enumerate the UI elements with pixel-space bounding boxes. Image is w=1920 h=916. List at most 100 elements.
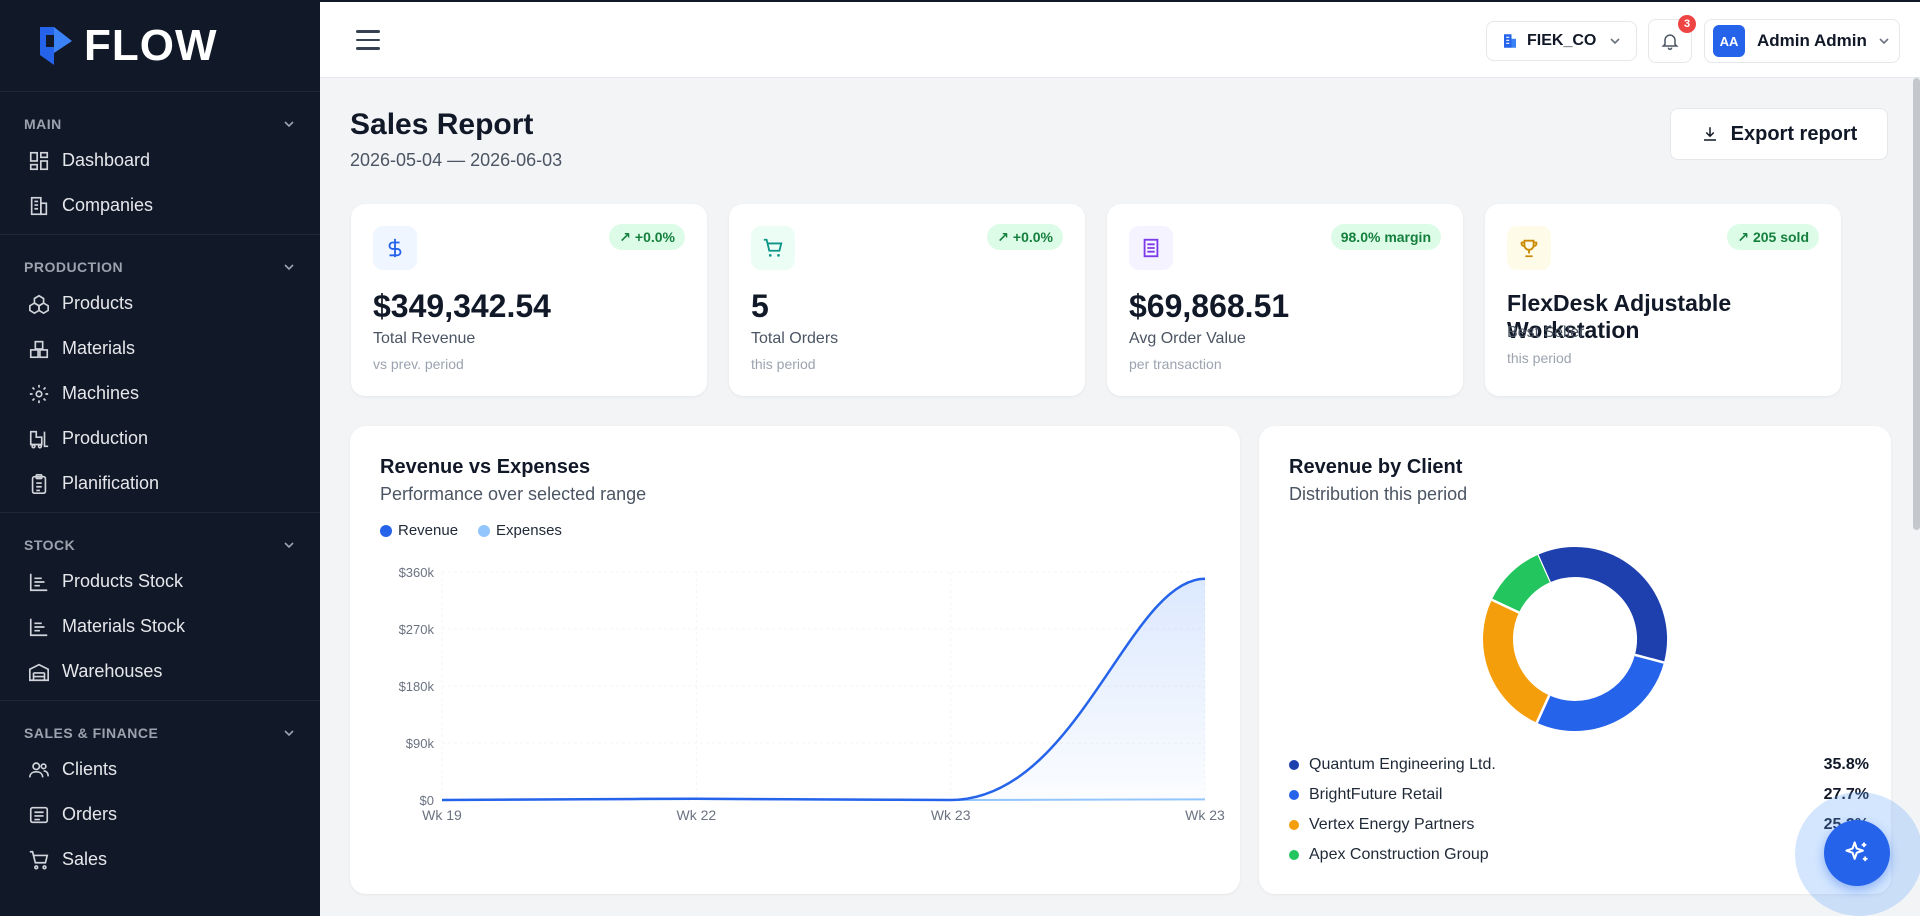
gear-icon [29, 384, 49, 403]
trend-badge: ↗ +0.0% [987, 224, 1063, 250]
revenue-by-client-chart [1483, 547, 1667, 731]
chevron-down-icon [284, 542, 294, 549]
building-icon [30, 196, 48, 215]
pie-slice[interactable] [1483, 599, 1550, 723]
ai-assistant-button[interactable] [1824, 820, 1890, 886]
dollar-icon [373, 226, 417, 270]
pie-slice[interactable] [1537, 547, 1667, 663]
sidebar-item-materials[interactable]: Materials [0, 326, 320, 371]
chevron-down-icon [284, 730, 294, 737]
sidebar-item-materials-stock[interactable]: Materials Stock [0, 604, 320, 649]
stat-card-total-orders: ↗ +0.0% 5 Total Orders this period [729, 204, 1085, 396]
pie-slice[interactable] [1491, 554, 1551, 614]
sidebar-item-orders[interactable]: Orders [0, 792, 320, 837]
sidebar-item-label: Sales [62, 849, 108, 869]
sidebar-item-companies[interactable]: Companies [0, 183, 320, 228]
date-range: 2026-05-04 — 2026-06-03 [350, 150, 563, 170]
panel-title: Revenue vs Expenses [380, 456, 591, 478]
legend-swatch [380, 524, 392, 537]
sidebar-item-products[interactable]: Products [0, 281, 320, 326]
sidebar-item-sales[interactable]: Sales [0, 837, 320, 882]
revenue-expenses-panel: Revenue vs Expenses Performance over sel… [350, 426, 1240, 894]
export-report-button[interactable]: Export report [1670, 108, 1888, 160]
client-legend-row[interactable]: Quantum Engineering Ltd. 35.8% [1289, 756, 1869, 774]
stat-card-avg-order-value: 98.0% margin $69,868.51 Avg Order Value … [1107, 204, 1463, 396]
client-name: Quantum Engineering Ltd. [1309, 756, 1496, 773]
slice-separator [1491, 598, 1520, 614]
revenue-area [442, 578, 1205, 800]
export-label: Export report [1730, 122, 1858, 145]
legend-item-revenue[interactable]: Revenue [380, 522, 458, 539]
company-selector[interactable]: FIEK_CO [1486, 21, 1638, 61]
sidebar-item-label: Products [62, 293, 134, 313]
notifications-button[interactable]: 3 [1648, 15, 1696, 63]
section-title: SALES & FINANCE [24, 725, 159, 741]
y-tick-label: $90k [406, 736, 435, 751]
bar-chart-icon [29, 618, 48, 636]
legend-swatch [1289, 820, 1299, 830]
sidebar-item-clients[interactable]: Clients [0, 747, 320, 792]
stat-value: FlexDesk Adjustable Workstation [1507, 290, 1732, 343]
scrollbar[interactable] [1913, 78, 1920, 530]
legend-swatch [1289, 790, 1299, 800]
x-tick-label: Wk 22 [676, 807, 716, 823]
y-tick-label: $180k [399, 679, 435, 694]
sidebar-item-label: Materials Stock [62, 616, 186, 636]
y-tick-label: $360k [399, 565, 435, 580]
sidebar-item-production[interactable]: Production [0, 416, 320, 461]
sidebar-item-label: Machines [62, 383, 140, 403]
sidebar-item-machines[interactable]: Machines [0, 371, 320, 416]
user-name: Admin Admin [1757, 31, 1867, 50]
sidebar-item-label: Orders [62, 804, 118, 824]
nav-section-production: PRODUCTION Products Materials Machines P… [0, 253, 320, 513]
client-legend-row[interactable]: BrightFuture Retail 27.7% [1289, 786, 1869, 804]
client-legend-row[interactable]: Vertex Energy Partners25.2% [1289, 816, 1869, 834]
client-name: Apex Construction Group [1309, 846, 1489, 863]
section-header-stock[interactable]: STOCK [0, 531, 320, 559]
boxes-icon [29, 294, 49, 314]
panel-subtitle: Performance over selected range [380, 484, 647, 504]
sidebar-item-dashboard[interactable]: Dashboard [0, 138, 320, 183]
hamburger-menu-icon[interactable] [356, 30, 380, 50]
legend-swatch [1289, 850, 1299, 860]
avatar: AA [1713, 25, 1745, 57]
panel-subtitle: Distribution this period [1289, 484, 1468, 504]
sidebar-item-warehouses[interactable]: Warehouses [0, 649, 320, 694]
slice-separator [1634, 653, 1665, 664]
user-menu-button[interactable]: AA Admin Admin [1704, 19, 1900, 63]
chart-legend: Revenue Expenses [380, 522, 582, 539]
chevron-down-icon [284, 264, 294, 271]
section-header-sales-finance[interactable]: SALES & FINANCE [0, 719, 320, 747]
revenue-expenses-chart: $0 $90k $180k $270k $360k Wk 19 Wk 22 Wk 23 Wk 2… [399, 565, 1225, 823]
sidebar-item-label: Companies [62, 195, 154, 215]
client-legend-row[interactable]: Apex Construction Group11.3% [1289, 846, 1869, 864]
section-title: STOCK [24, 537, 76, 553]
client-name: Vertex Energy Partners [1309, 816, 1475, 833]
legend-item-expenses[interactable]: Expenses [478, 522, 562, 539]
users-icon [29, 761, 49, 777]
pie-slice[interactable] [1536, 654, 1664, 731]
legend-swatch [478, 524, 491, 537]
stat-sublabel: per transaction [1129, 356, 1222, 372]
cart-icon [29, 850, 49, 870]
section-header-main[interactable]: MAIN [0, 110, 320, 138]
sidebar-item-products-stock[interactable]: Products Stock [0, 559, 320, 604]
trophy-icon [1507, 226, 1551, 270]
sidebar-item-label: Materials [62, 338, 136, 358]
list-icon [29, 806, 49, 823]
page-title: Sales Report [350, 108, 534, 141]
x-tick-label: Wk 19 [422, 807, 462, 823]
section-header-production[interactable]: PRODUCTION [0, 253, 320, 281]
sold-badge: ↗ 205 sold [1727, 224, 1819, 250]
cart-icon [751, 226, 795, 270]
revenue-by-client-panel: Revenue by Client Distribution this peri… [1259, 426, 1891, 894]
stat-card-total-revenue: ↗ +0.0% $349,342.54 Total Revenue vs pre… [351, 204, 707, 396]
building-icon [1504, 34, 1516, 48]
warehouse-icon [29, 663, 49, 681]
stat-label: Total Revenue [373, 330, 476, 347]
brand[interactable]: FLOW [0, 0, 320, 92]
sidebar-item-planification[interactable]: Planification [0, 461, 320, 506]
receipt-icon [1129, 226, 1173, 270]
download-icon [1703, 127, 1716, 141]
stat-card-best-seller: ↗ 205 sold FlexDesk Adjustable Workstati… [1485, 204, 1841, 396]
